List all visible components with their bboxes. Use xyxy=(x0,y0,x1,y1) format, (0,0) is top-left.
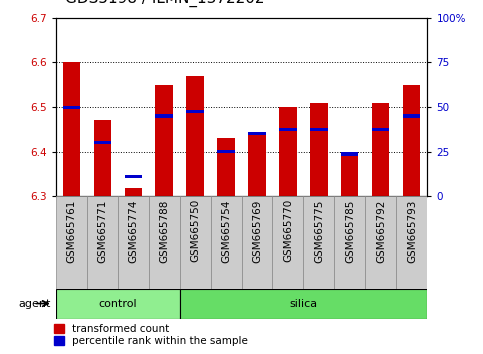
Bar xyxy=(156,114,172,118)
Legend: transformed count, percentile rank within the sample: transformed count, percentile rank withi… xyxy=(54,324,248,346)
Bar xyxy=(403,85,421,196)
Bar xyxy=(186,110,203,113)
Text: GSM665785: GSM665785 xyxy=(345,199,355,263)
Text: GSM665792: GSM665792 xyxy=(376,199,386,263)
Bar xyxy=(94,141,111,144)
Bar xyxy=(280,128,297,131)
Bar xyxy=(403,114,421,118)
Text: GSM665750: GSM665750 xyxy=(190,199,200,262)
Bar xyxy=(62,105,80,109)
Bar xyxy=(372,103,389,196)
Bar xyxy=(397,196,427,289)
Bar xyxy=(334,196,366,289)
Bar xyxy=(311,103,327,196)
Text: GSM665788: GSM665788 xyxy=(159,199,169,263)
Bar xyxy=(341,152,358,196)
Bar xyxy=(117,196,149,289)
Bar xyxy=(311,128,327,131)
Bar xyxy=(56,196,86,289)
Bar xyxy=(149,196,180,289)
Bar xyxy=(125,188,142,196)
Bar xyxy=(372,128,389,131)
Text: silica: silica xyxy=(289,298,317,309)
Text: GSM665774: GSM665774 xyxy=(128,199,138,263)
Bar xyxy=(211,196,242,289)
Bar xyxy=(217,138,235,196)
Bar xyxy=(242,196,272,289)
Bar xyxy=(86,196,117,289)
Text: GSM665771: GSM665771 xyxy=(97,199,107,263)
Text: GSM665754: GSM665754 xyxy=(221,199,231,263)
Text: agent: agent xyxy=(18,298,51,309)
Bar xyxy=(248,132,266,136)
Bar xyxy=(180,289,427,319)
Bar xyxy=(366,196,397,289)
Bar xyxy=(341,153,358,155)
Text: control: control xyxy=(98,298,137,309)
Text: GSM665793: GSM665793 xyxy=(407,199,417,263)
Bar xyxy=(56,289,180,319)
Text: GSM665769: GSM665769 xyxy=(252,199,262,263)
Bar xyxy=(186,76,203,196)
Bar xyxy=(280,107,297,196)
Bar xyxy=(62,62,80,196)
Bar xyxy=(303,196,334,289)
Bar xyxy=(217,150,235,153)
Bar xyxy=(248,134,266,196)
Text: GSM665770: GSM665770 xyxy=(283,199,293,262)
Bar xyxy=(180,196,211,289)
Text: GDS5198 / ILMN_1372202: GDS5198 / ILMN_1372202 xyxy=(65,0,265,7)
Bar xyxy=(156,85,172,196)
Text: GSM665775: GSM665775 xyxy=(314,199,324,263)
Bar xyxy=(125,175,142,178)
Text: GSM665761: GSM665761 xyxy=(66,199,76,263)
Bar xyxy=(94,120,111,196)
Bar xyxy=(272,196,303,289)
